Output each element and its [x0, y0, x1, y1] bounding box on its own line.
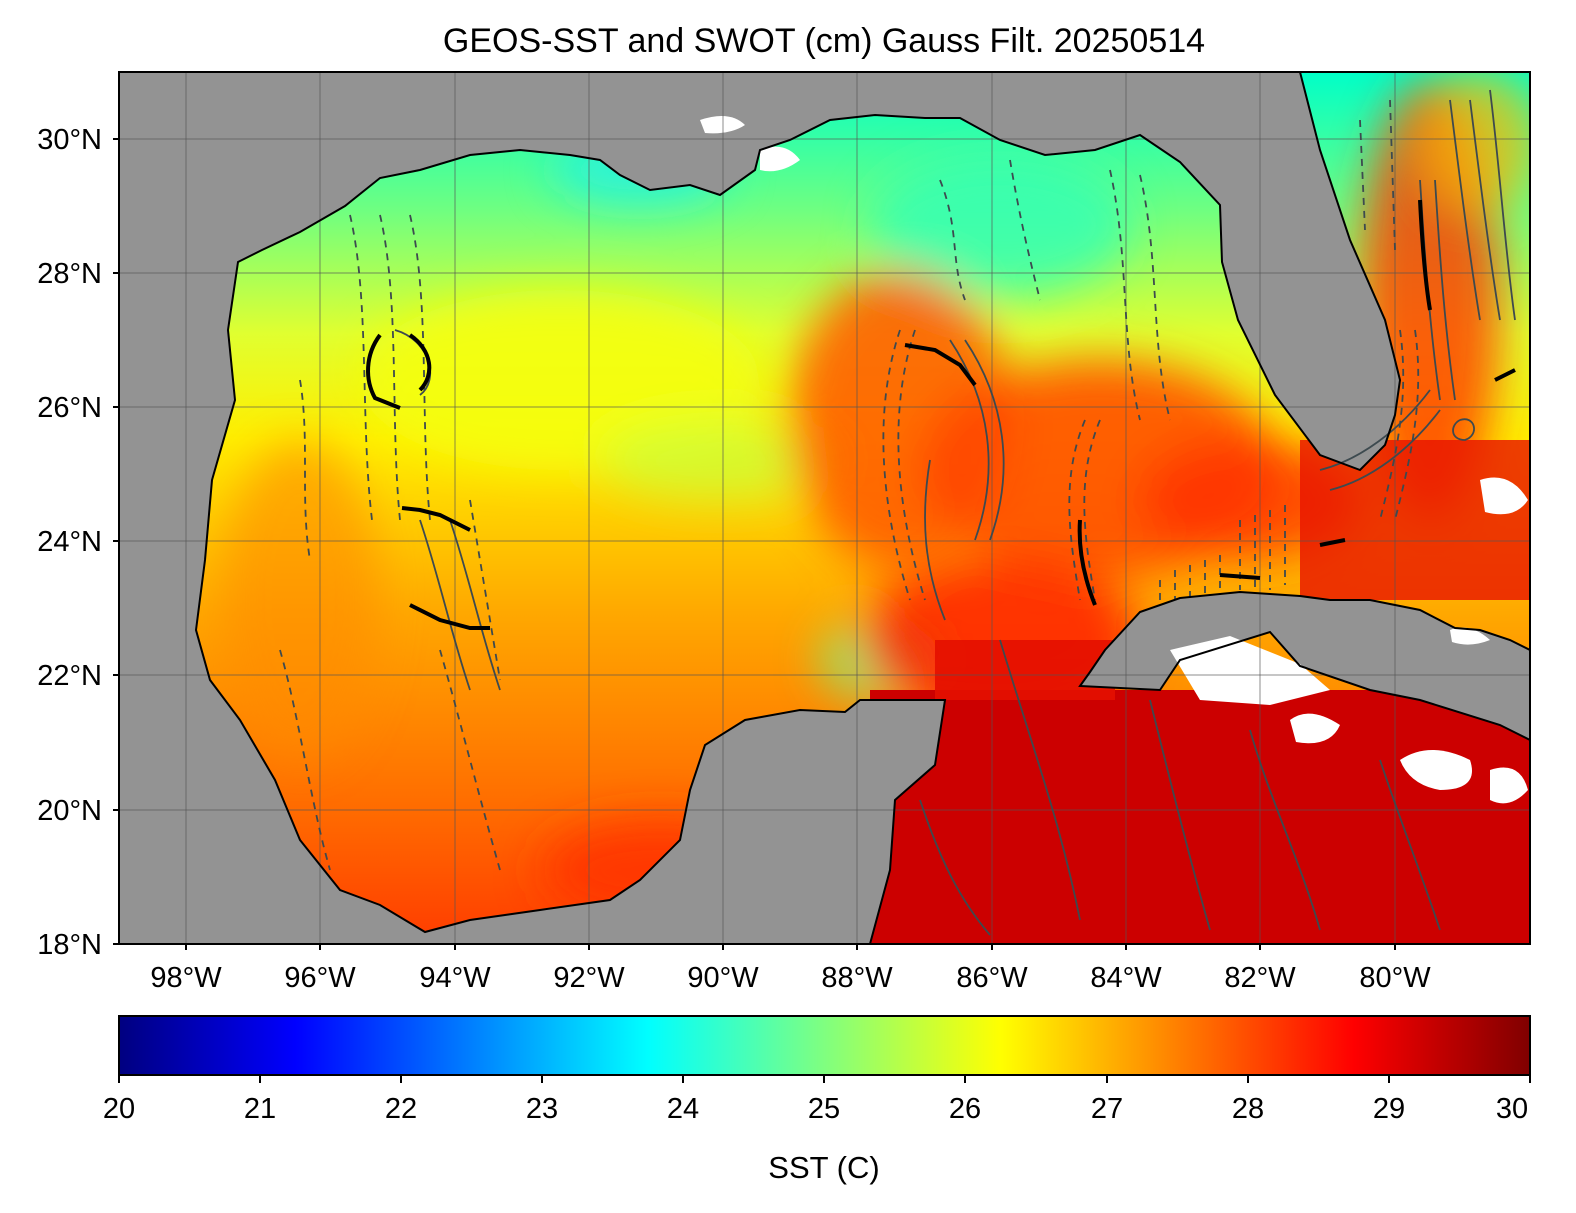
lon-tick-label: 82°W [1224, 962, 1296, 994]
lon-tick-label: 88°W [821, 962, 893, 994]
colorbar-tick-label: 21 [244, 1093, 276, 1125]
colorbar-tick-label: 22 [385, 1093, 417, 1125]
lon-tick-label: 94°W [419, 962, 491, 994]
colorbar-tick-label: 23 [526, 1093, 558, 1125]
colorbar-tick-label: 27 [1091, 1093, 1123, 1125]
lat-tick-label: 26°N [37, 392, 102, 424]
lon-axis: 98°W 96°W 94°W 92°W 90°W 88°W 86°W 84°W … [150, 944, 1431, 994]
lat-axis: 30°N 28°N 26°N 24°N 22°N 20°N 18°N [37, 124, 119, 961]
lon-tick-label: 86°W [956, 962, 1028, 994]
colorbar-tick-label: 30 [1496, 1093, 1528, 1125]
colorbar-tick-label: 28 [1232, 1093, 1264, 1125]
colorbar: 20 21 22 23 24 25 26 27 28 29 30 SST (C) [103, 1015, 1531, 1185]
caribbean-sst [870, 690, 1530, 944]
colorbar-tick-label: 26 [949, 1093, 981, 1125]
lon-tick-label: 90°W [687, 962, 759, 994]
colorbar-gradient [118, 1015, 1531, 1076]
lat-tick-label: 24°N [37, 526, 102, 558]
map-panel [118, 71, 1531, 945]
map-frame [118, 71, 1531, 945]
lat-tick-label: 28°N [37, 258, 102, 290]
colorbar-tick-label: 29 [1373, 1093, 1405, 1125]
lon-tick-label: 80°W [1359, 962, 1431, 994]
swot-contours [279, 89, 1516, 936]
lon-tick-label: 96°W [284, 962, 356, 994]
lat-tick-label: 20°N [37, 795, 102, 827]
lat-tick-label: 22°N [37, 660, 102, 692]
graticule [119, 72, 1530, 944]
colorbar-tick-label: 25 [808, 1093, 840, 1125]
lat-tick-label: 18°N [37, 929, 102, 961]
colorbar-title: SST (C) [768, 1150, 879, 1185]
lon-tick-label: 92°W [553, 962, 625, 994]
florida-strait-sst [1300, 440, 1530, 600]
colorbar-tick-label: 20 [103, 1093, 135, 1125]
lat-tick-label: 30°N [37, 124, 102, 156]
lon-tick-label: 98°W [150, 962, 222, 994]
chart-title: GEOS-SST and SWOT (cm) Gauss Filt. 20250… [443, 22, 1205, 60]
colorbar-tick-label: 24 [667, 1093, 699, 1125]
lon-tick-label: 84°W [1090, 962, 1162, 994]
no-data-patches [700, 116, 1528, 804]
